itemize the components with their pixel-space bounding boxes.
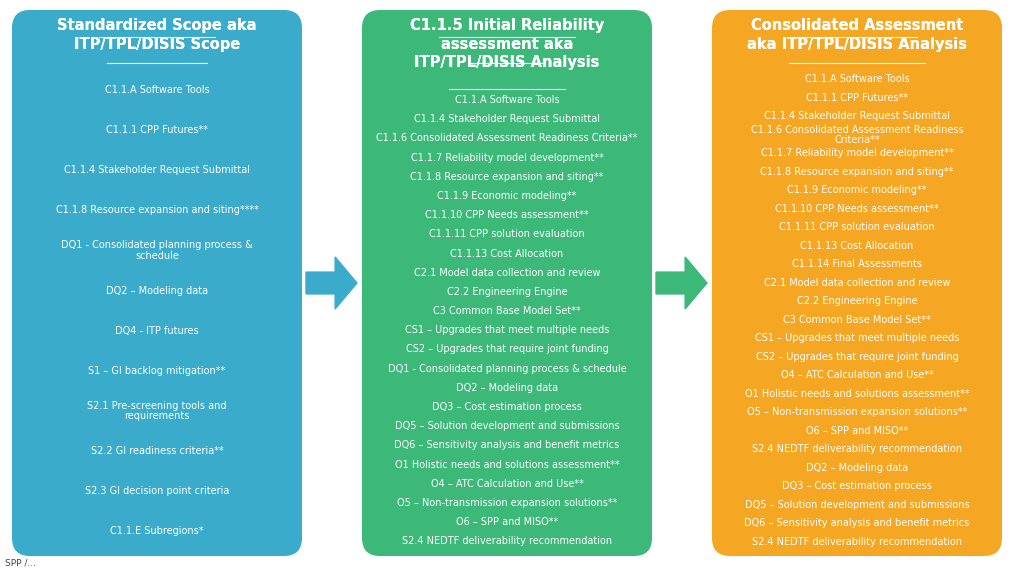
Text: C1.1.10 CPP Needs assessment**: C1.1.10 CPP Needs assessment** bbox=[775, 204, 939, 214]
FancyBboxPatch shape bbox=[712, 10, 1002, 556]
Text: O4 – ATC Calculation and Use**: O4 – ATC Calculation and Use** bbox=[430, 479, 584, 489]
Text: C1.1.1 CPP Futures**: C1.1.1 CPP Futures** bbox=[106, 126, 208, 135]
Text: C3 Common Base Model Set**: C3 Common Base Model Set** bbox=[433, 306, 581, 316]
Text: DQ2 – Modeling data: DQ2 – Modeling data bbox=[806, 463, 908, 473]
FancyBboxPatch shape bbox=[362, 10, 652, 556]
Text: O5 – Non-transmission expansion solutions**: O5 – Non-transmission expansion solution… bbox=[397, 498, 617, 508]
Text: O4 – ATC Calculation and Use**: O4 – ATC Calculation and Use** bbox=[780, 370, 934, 380]
Text: C3 Common Base Model Set**: C3 Common Base Model Set** bbox=[783, 315, 931, 325]
Text: DQ1 - Consolidated planning process &
schedule: DQ1 - Consolidated planning process & sc… bbox=[61, 240, 253, 261]
Text: Consolidated Assessment
aka ITP/TPL/DISIS Analysis: Consolidated Assessment aka ITP/TPL/DISI… bbox=[746, 18, 967, 52]
Text: O6 – SPP and MISO**: O6 – SPP and MISO** bbox=[456, 517, 558, 527]
Text: DQ4 - ITP futures: DQ4 - ITP futures bbox=[115, 325, 199, 336]
Text: C1.1.9 Economic modeling**: C1.1.9 Economic modeling** bbox=[787, 185, 927, 195]
Text: O1 Holistic needs and solutions assessment**: O1 Holistic needs and solutions assessme… bbox=[394, 460, 620, 469]
FancyBboxPatch shape bbox=[12, 10, 302, 556]
Text: C1.1.8 Resource expansion and siting**: C1.1.8 Resource expansion and siting** bbox=[411, 172, 604, 182]
Text: CS1 – Upgrades that meet multiple needs: CS1 – Upgrades that meet multiple needs bbox=[755, 334, 959, 343]
Text: DQ5 – Solution development and submissions: DQ5 – Solution development and submissio… bbox=[744, 500, 970, 510]
Text: S2.3 GI decision point criteria: S2.3 GI decision point criteria bbox=[85, 486, 229, 496]
Text: C1.1.1 CPP Futures**: C1.1.1 CPP Futures** bbox=[806, 93, 908, 103]
Text: DQ2 – Modeling data: DQ2 – Modeling data bbox=[456, 383, 558, 393]
Text: C1.1.14 Final Assessments: C1.1.14 Final Assessments bbox=[792, 259, 922, 270]
Text: C1.1.5 Initial Reliability
assessment aka
ITP/TPL/DISIS Analysis: C1.1.5 Initial Reliability assessment ak… bbox=[410, 18, 604, 70]
Text: C1.1.4 Stakeholder Request Submittal: C1.1.4 Stakeholder Request Submittal bbox=[764, 112, 950, 122]
Text: S2.4 NEDTF deliverability recommendation: S2.4 NEDTF deliverability recommendation bbox=[752, 444, 963, 454]
Text: C1.1.10 CPP Needs assessment**: C1.1.10 CPP Needs assessment** bbox=[425, 210, 589, 220]
Text: C1.1.8 Resource expansion and siting**: C1.1.8 Resource expansion and siting** bbox=[760, 167, 953, 177]
Text: C1.1.5 Initial Reliability
assessment aka
ITP/TPL/DISIS Analysis: C1.1.5 Initial Reliability assessment ak… bbox=[410, 18, 604, 70]
Text: C1.1.11 CPP solution evaluation: C1.1.11 CPP solution evaluation bbox=[779, 222, 935, 233]
Text: C1.1.4 Stakeholder Request Submittal: C1.1.4 Stakeholder Request Submittal bbox=[63, 165, 250, 176]
Text: DQ1 - Consolidated planning process & schedule: DQ1 - Consolidated planning process & sc… bbox=[388, 363, 627, 374]
Text: C1.1.A Software Tools: C1.1.A Software Tools bbox=[455, 95, 559, 105]
Text: C1.1.8 Resource expansion and siting****: C1.1.8 Resource expansion and siting**** bbox=[55, 206, 258, 215]
Text: C1.1.13 Cost Allocation: C1.1.13 Cost Allocation bbox=[801, 241, 913, 251]
Text: O6 – SPP and MISO**: O6 – SPP and MISO** bbox=[806, 426, 908, 436]
FancyArrow shape bbox=[656, 257, 707, 309]
Text: C2.1 Model data collection and review: C2.1 Model data collection and review bbox=[764, 278, 950, 288]
Text: CS2 – Upgrades that require joint funding: CS2 – Upgrades that require joint fundin… bbox=[756, 352, 958, 362]
Text: DQ5 – Solution development and submissions: DQ5 – Solution development and submissio… bbox=[394, 421, 620, 431]
Text: DQ3 – Cost estimation process: DQ3 – Cost estimation process bbox=[432, 402, 582, 412]
Text: S2.4 NEDTF deliverability recommendation: S2.4 NEDTF deliverability recommendation bbox=[402, 536, 612, 547]
Text: C1.1.7 Reliability model development**: C1.1.7 Reliability model development** bbox=[761, 149, 953, 158]
Text: C1.1.6 Consolidated Assessment Readiness Criteria**: C1.1.6 Consolidated Assessment Readiness… bbox=[376, 134, 638, 143]
Text: CS2 – Upgrades that require joint funding: CS2 – Upgrades that require joint fundin… bbox=[406, 344, 608, 354]
Text: C1.1.13 Cost Allocation: C1.1.13 Cost Allocation bbox=[451, 248, 563, 259]
Text: O5 – Non-transmission expansion solutions**: O5 – Non-transmission expansion solution… bbox=[746, 407, 968, 418]
Text: S2.1 Pre-screening tools and
requirements: S2.1 Pre-screening tools and requirement… bbox=[87, 400, 226, 421]
Text: Consolidated Assessment
aka ITP/TPL/DISIS Analysis: Consolidated Assessment aka ITP/TPL/DISI… bbox=[746, 18, 967, 52]
Text: C2.2 Engineering Engine: C2.2 Engineering Engine bbox=[797, 297, 918, 306]
Text: C1.1.6 Consolidated Assessment Readiness
Criteria**: C1.1.6 Consolidated Assessment Readiness… bbox=[751, 125, 964, 145]
Text: C1.1.9 Economic modeling**: C1.1.9 Economic modeling** bbox=[437, 191, 577, 201]
Text: O1 Holistic needs and solutions assessment**: O1 Holistic needs and solutions assessme… bbox=[744, 389, 970, 399]
Text: DQ6 – Sensitivity analysis and benefit metrics: DQ6 – Sensitivity analysis and benefit m… bbox=[394, 441, 620, 450]
Text: C1.1.A Software Tools: C1.1.A Software Tools bbox=[805, 74, 909, 85]
FancyArrow shape bbox=[306, 257, 357, 309]
Text: DQ3 – Cost estimation process: DQ3 – Cost estimation process bbox=[782, 482, 932, 491]
Text: C1.1.E Subregions*: C1.1.E Subregions* bbox=[111, 526, 204, 536]
Text: SPP /...: SPP /... bbox=[5, 559, 36, 568]
Text: C1.1.4 Stakeholder Request Submittal: C1.1.4 Stakeholder Request Submittal bbox=[414, 114, 600, 124]
Text: C2.2 Engineering Engine: C2.2 Engineering Engine bbox=[446, 287, 567, 297]
Text: DQ2 – Modeling data: DQ2 – Modeling data bbox=[105, 286, 208, 295]
Text: Standardized Scope aka
ITP/TPL/DISIS Scope: Standardized Scope aka ITP/TPL/DISIS Sco… bbox=[57, 18, 257, 52]
Text: DQ6 – Sensitivity analysis and benefit metrics: DQ6 – Sensitivity analysis and benefit m… bbox=[744, 518, 970, 528]
Text: C1.1.A Software Tools: C1.1.A Software Tools bbox=[104, 85, 209, 95]
Text: S2.4 NEDTF deliverability recommendation: S2.4 NEDTF deliverability recommendation bbox=[752, 537, 963, 547]
Text: CS1 – Upgrades that meet multiple needs: CS1 – Upgrades that meet multiple needs bbox=[404, 325, 609, 335]
Text: C2.1 Model data collection and review: C2.1 Model data collection and review bbox=[414, 268, 600, 278]
Text: Standardized Scope aka
ITP/TPL/DISIS Scope: Standardized Scope aka ITP/TPL/DISIS Sco… bbox=[57, 18, 257, 52]
Text: C1.1.11 CPP solution evaluation: C1.1.11 CPP solution evaluation bbox=[429, 229, 585, 239]
Text: C1.1.7 Reliability model development**: C1.1.7 Reliability model development** bbox=[411, 153, 603, 162]
Text: S1 – GI backlog mitigation**: S1 – GI backlog mitigation** bbox=[88, 366, 225, 376]
Text: S2.2 GI readiness criteria**: S2.2 GI readiness criteria** bbox=[91, 446, 223, 456]
